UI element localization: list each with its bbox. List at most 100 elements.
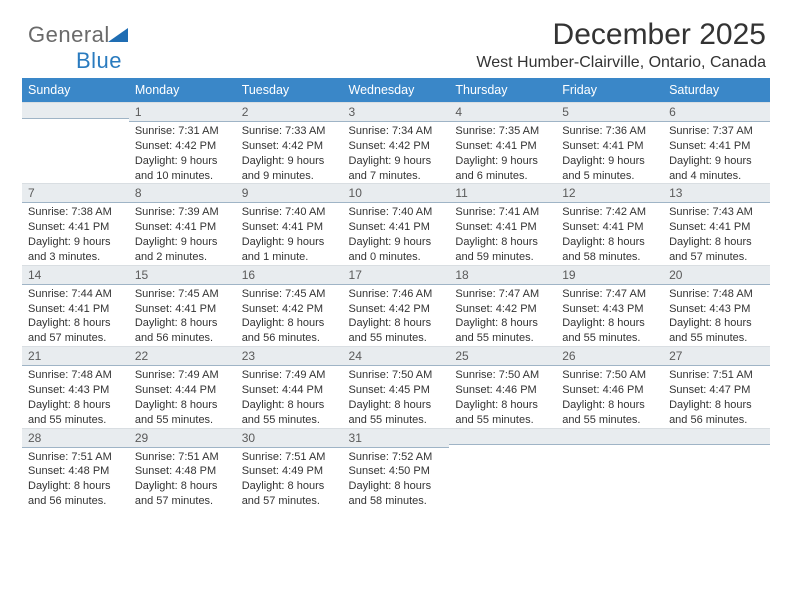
dow-header-row: Sunday Monday Tuesday Wednesday Thursday… <box>22 78 770 102</box>
month-title: December 2025 <box>22 18 766 52</box>
day-number: 9 <box>236 183 343 203</box>
calendar-day-cell: 11Sunrise: 7:41 AMSunset: 4:41 PMDayligh… <box>449 183 556 264</box>
calendar-week-row: 7Sunrise: 7:38 AMSunset: 4:41 PMDaylight… <box>22 183 770 264</box>
day-info: Sunrise: 7:41 AMSunset: 4:41 PMDaylight:… <box>449 205 556 264</box>
day-number: 19 <box>556 265 663 285</box>
day-info: Sunrise: 7:51 AMSunset: 4:48 PMDaylight:… <box>22 450 129 509</box>
day-number: 13 <box>663 183 770 203</box>
day-info: Sunrise: 7:49 AMSunset: 4:44 PMDaylight:… <box>236 368 343 427</box>
calendar-day-cell <box>22 102 129 183</box>
logo-text-blue: Blue <box>76 48 122 73</box>
day-number: 5 <box>556 102 663 122</box>
day-number: 16 <box>236 265 343 285</box>
calendar-day-cell: 31Sunrise: 7:52 AMSunset: 4:50 PMDayligh… <box>343 428 450 509</box>
calendar-day-cell <box>556 428 663 509</box>
day-number: 14 <box>22 265 129 285</box>
brand-logo: General Blue <box>28 22 130 74</box>
calendar-day-cell: 18Sunrise: 7:47 AMSunset: 4:42 PMDayligh… <box>449 265 556 346</box>
day-number: 29 <box>129 428 236 448</box>
calendar-day-cell: 6Sunrise: 7:37 AMSunset: 4:41 PMDaylight… <box>663 102 770 183</box>
calendar-day-cell: 24Sunrise: 7:50 AMSunset: 4:45 PMDayligh… <box>343 346 450 427</box>
dow-friday: Friday <box>556 78 663 102</box>
empty-day-header <box>556 428 663 445</box>
day-info: Sunrise: 7:50 AMSunset: 4:46 PMDaylight:… <box>556 368 663 427</box>
calendar-day-cell: 4Sunrise: 7:35 AMSunset: 4:41 PMDaylight… <box>449 102 556 183</box>
day-number: 28 <box>22 428 129 448</box>
day-info: Sunrise: 7:52 AMSunset: 4:50 PMDaylight:… <box>343 450 450 509</box>
calendar-day-cell: 13Sunrise: 7:43 AMSunset: 4:41 PMDayligh… <box>663 183 770 264</box>
calendar-week-row: 21Sunrise: 7:48 AMSunset: 4:43 PMDayligh… <box>22 346 770 427</box>
logo-triangle-icon <box>108 28 130 44</box>
day-number: 1 <box>129 102 236 122</box>
calendar-day-cell <box>449 428 556 509</box>
day-info: Sunrise: 7:50 AMSunset: 4:45 PMDaylight:… <box>343 368 450 427</box>
dow-sunday: Sunday <box>22 78 129 102</box>
dow-tuesday: Tuesday <box>236 78 343 102</box>
day-info: Sunrise: 7:37 AMSunset: 4:41 PMDaylight:… <box>663 124 770 183</box>
day-number: 21 <box>22 346 129 366</box>
calendar-day-cell: 2Sunrise: 7:33 AMSunset: 4:42 PMDaylight… <box>236 102 343 183</box>
day-number: 17 <box>343 265 450 285</box>
day-number: 6 <box>663 102 770 122</box>
day-info: Sunrise: 7:50 AMSunset: 4:46 PMDaylight:… <box>449 368 556 427</box>
calendar-day-cell: 12Sunrise: 7:42 AMSunset: 4:41 PMDayligh… <box>556 183 663 264</box>
day-info: Sunrise: 7:38 AMSunset: 4:41 PMDaylight:… <box>22 205 129 264</box>
day-number: 10 <box>343 183 450 203</box>
day-info: Sunrise: 7:45 AMSunset: 4:42 PMDaylight:… <box>236 287 343 346</box>
calendar-day-cell: 16Sunrise: 7:45 AMSunset: 4:42 PMDayligh… <box>236 265 343 346</box>
day-info: Sunrise: 7:33 AMSunset: 4:42 PMDaylight:… <box>236 124 343 183</box>
empty-day-header <box>22 102 129 119</box>
calendar-day-cell: 25Sunrise: 7:50 AMSunset: 4:46 PMDayligh… <box>449 346 556 427</box>
day-info: Sunrise: 7:40 AMSunset: 4:41 PMDaylight:… <box>236 205 343 264</box>
day-info: Sunrise: 7:47 AMSunset: 4:43 PMDaylight:… <box>556 287 663 346</box>
calendar-day-cell: 7Sunrise: 7:38 AMSunset: 4:41 PMDaylight… <box>22 183 129 264</box>
day-number: 20 <box>663 265 770 285</box>
day-info: Sunrise: 7:51 AMSunset: 4:47 PMDaylight:… <box>663 368 770 427</box>
day-info: Sunrise: 7:51 AMSunset: 4:49 PMDaylight:… <box>236 450 343 509</box>
empty-day-header <box>663 428 770 445</box>
day-info: Sunrise: 7:46 AMSunset: 4:42 PMDaylight:… <box>343 287 450 346</box>
calendar-body: 1Sunrise: 7:31 AMSunset: 4:42 PMDaylight… <box>22 102 770 509</box>
day-number: 31 <box>343 428 450 448</box>
day-number: 27 <box>663 346 770 366</box>
calendar-day-cell: 21Sunrise: 7:48 AMSunset: 4:43 PMDayligh… <box>22 346 129 427</box>
day-number: 3 <box>343 102 450 122</box>
calendar-day-cell: 1Sunrise: 7:31 AMSunset: 4:42 PMDaylight… <box>129 102 236 183</box>
calendar-day-cell: 10Sunrise: 7:40 AMSunset: 4:41 PMDayligh… <box>343 183 450 264</box>
day-number: 11 <box>449 183 556 203</box>
calendar-day-cell: 27Sunrise: 7:51 AMSunset: 4:47 PMDayligh… <box>663 346 770 427</box>
calendar-day-cell: 14Sunrise: 7:44 AMSunset: 4:41 PMDayligh… <box>22 265 129 346</box>
calendar-week-row: 14Sunrise: 7:44 AMSunset: 4:41 PMDayligh… <box>22 265 770 346</box>
day-info: Sunrise: 7:39 AMSunset: 4:41 PMDaylight:… <box>129 205 236 264</box>
day-info: Sunrise: 7:48 AMSunset: 4:43 PMDaylight:… <box>663 287 770 346</box>
calendar-day-cell: 29Sunrise: 7:51 AMSunset: 4:48 PMDayligh… <box>129 428 236 509</box>
empty-day-header <box>449 428 556 445</box>
day-info: Sunrise: 7:35 AMSunset: 4:41 PMDaylight:… <box>449 124 556 183</box>
dow-thursday: Thursday <box>449 78 556 102</box>
dow-monday: Monday <box>129 78 236 102</box>
calendar-week-row: 1Sunrise: 7:31 AMSunset: 4:42 PMDaylight… <box>22 102 770 183</box>
calendar-day-cell: 19Sunrise: 7:47 AMSunset: 4:43 PMDayligh… <box>556 265 663 346</box>
calendar-day-cell: 28Sunrise: 7:51 AMSunset: 4:48 PMDayligh… <box>22 428 129 509</box>
calendar-day-cell: 8Sunrise: 7:39 AMSunset: 4:41 PMDaylight… <box>129 183 236 264</box>
day-info: Sunrise: 7:34 AMSunset: 4:42 PMDaylight:… <box>343 124 450 183</box>
calendar-day-cell: 23Sunrise: 7:49 AMSunset: 4:44 PMDayligh… <box>236 346 343 427</box>
calendar-week-row: 28Sunrise: 7:51 AMSunset: 4:48 PMDayligh… <box>22 428 770 509</box>
calendar-day-cell: 17Sunrise: 7:46 AMSunset: 4:42 PMDayligh… <box>343 265 450 346</box>
day-number: 24 <box>343 346 450 366</box>
day-number: 25 <box>449 346 556 366</box>
day-info: Sunrise: 7:31 AMSunset: 4:42 PMDaylight:… <box>129 124 236 183</box>
calendar-day-cell: 30Sunrise: 7:51 AMSunset: 4:49 PMDayligh… <box>236 428 343 509</box>
day-number: 12 <box>556 183 663 203</box>
day-number: 22 <box>129 346 236 366</box>
day-info: Sunrise: 7:36 AMSunset: 4:41 PMDaylight:… <box>556 124 663 183</box>
day-number: 4 <box>449 102 556 122</box>
calendar-day-cell <box>663 428 770 509</box>
day-number: 7 <box>22 183 129 203</box>
day-number: 15 <box>129 265 236 285</box>
day-info: Sunrise: 7:48 AMSunset: 4:43 PMDaylight:… <box>22 368 129 427</box>
day-number: 30 <box>236 428 343 448</box>
page-header: December 2025 West Humber-Clairville, On… <box>22 18 770 72</box>
day-info: Sunrise: 7:47 AMSunset: 4:42 PMDaylight:… <box>449 287 556 346</box>
day-number: 2 <box>236 102 343 122</box>
